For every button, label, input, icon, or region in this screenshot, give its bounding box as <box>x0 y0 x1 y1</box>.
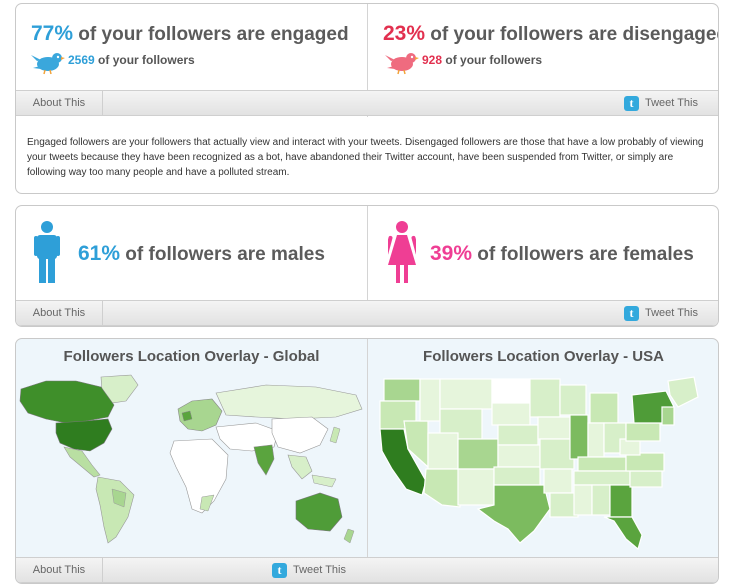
about-this-button[interactable]: About This <box>16 558 103 582</box>
male-icon <box>34 221 60 283</box>
twitter-icon: t <box>624 305 639 321</box>
engaged-text: of your followers are engaged <box>73 24 349 45</box>
about-this-button[interactable]: About This <box>16 301 103 325</box>
disengaged-percent: 23% <box>383 22 426 45</box>
engagement-description: Engaged followers are your followers tha… <box>27 137 704 178</box>
engaged-count: 2569 <box>68 53 95 67</box>
engaged-count-line: 2569 of your followers <box>68 53 195 67</box>
global-map-panel: Followers Location Overlay - Global <box>16 339 367 557</box>
location-toolbar: About This t Tweet This <box>16 557 718 583</box>
global-map-title: Followers Location Overlay - Global <box>63 348 320 365</box>
disengaged-count: 928 <box>422 53 443 67</box>
twitter-icon: t <box>624 95 639 111</box>
disengaged-text: of your followers are disengaged <box>425 24 719 45</box>
males-panel: 61% of followers are males <box>16 206 367 300</box>
disengaged-panel: 23% of your followers are disengaged 928… <box>367 4 719 117</box>
twitter-icon: t <box>272 562 287 578</box>
female-icon <box>388 221 416 283</box>
disengaged-count-text: of your followers <box>442 53 543 67</box>
location-card: Followers Location Overlay - Global <box>15 338 719 584</box>
tweet-this-button[interactable]: t Tweet This <box>624 301 698 325</box>
tweet-this-label: Tweet This <box>293 564 346 576</box>
tweet-this-button[interactable]: t Tweet This <box>272 558 346 582</box>
females-text: of followers are females <box>472 244 694 265</box>
males-text: of followers are males <box>120 244 325 265</box>
gender-card: 61% of followers are males 39% of follow… <box>15 205 719 327</box>
tweet-this-button[interactable]: t Tweet This <box>624 91 698 115</box>
twitter-bird-icon <box>385 53 419 75</box>
disengaged-count-line: 928 of your followers <box>422 53 542 67</box>
about-this-button[interactable]: About This <box>16 91 103 115</box>
females-panel: 39% of followers are females <box>367 206 718 300</box>
world-map <box>19 374 363 544</box>
males-percent: 61% <box>78 242 121 265</box>
tweet-this-label: Tweet This <box>645 307 698 319</box>
females-headline: 39% of followers are females <box>430 242 694 266</box>
tweet-this-label: Tweet This <box>645 97 698 109</box>
usa-map <box>379 376 699 551</box>
males-headline: 61% of followers are males <box>78 242 325 266</box>
engaged-percent: 77% <box>31 22 74 45</box>
gender-toolbar: About This t Tweet This <box>16 300 718 326</box>
females-percent: 39% <box>430 242 473 265</box>
engagement-toolbar: About This t Tweet This <box>16 90 718 116</box>
usa-map-panel: Followers Location Overlay - USA <box>367 339 718 557</box>
twitter-bird-icon <box>31 53 65 75</box>
engaged-count-text: of your followers <box>94 53 195 67</box>
engagement-card: 77% of your followers are engaged 2569 o… <box>15 3 719 194</box>
engaged-headline: 77% of your followers are engaged <box>31 22 349 46</box>
disengaged-headline: 23% of your followers are disengaged <box>383 22 719 46</box>
usa-map-title: Followers Location Overlay - USA <box>423 348 664 365</box>
